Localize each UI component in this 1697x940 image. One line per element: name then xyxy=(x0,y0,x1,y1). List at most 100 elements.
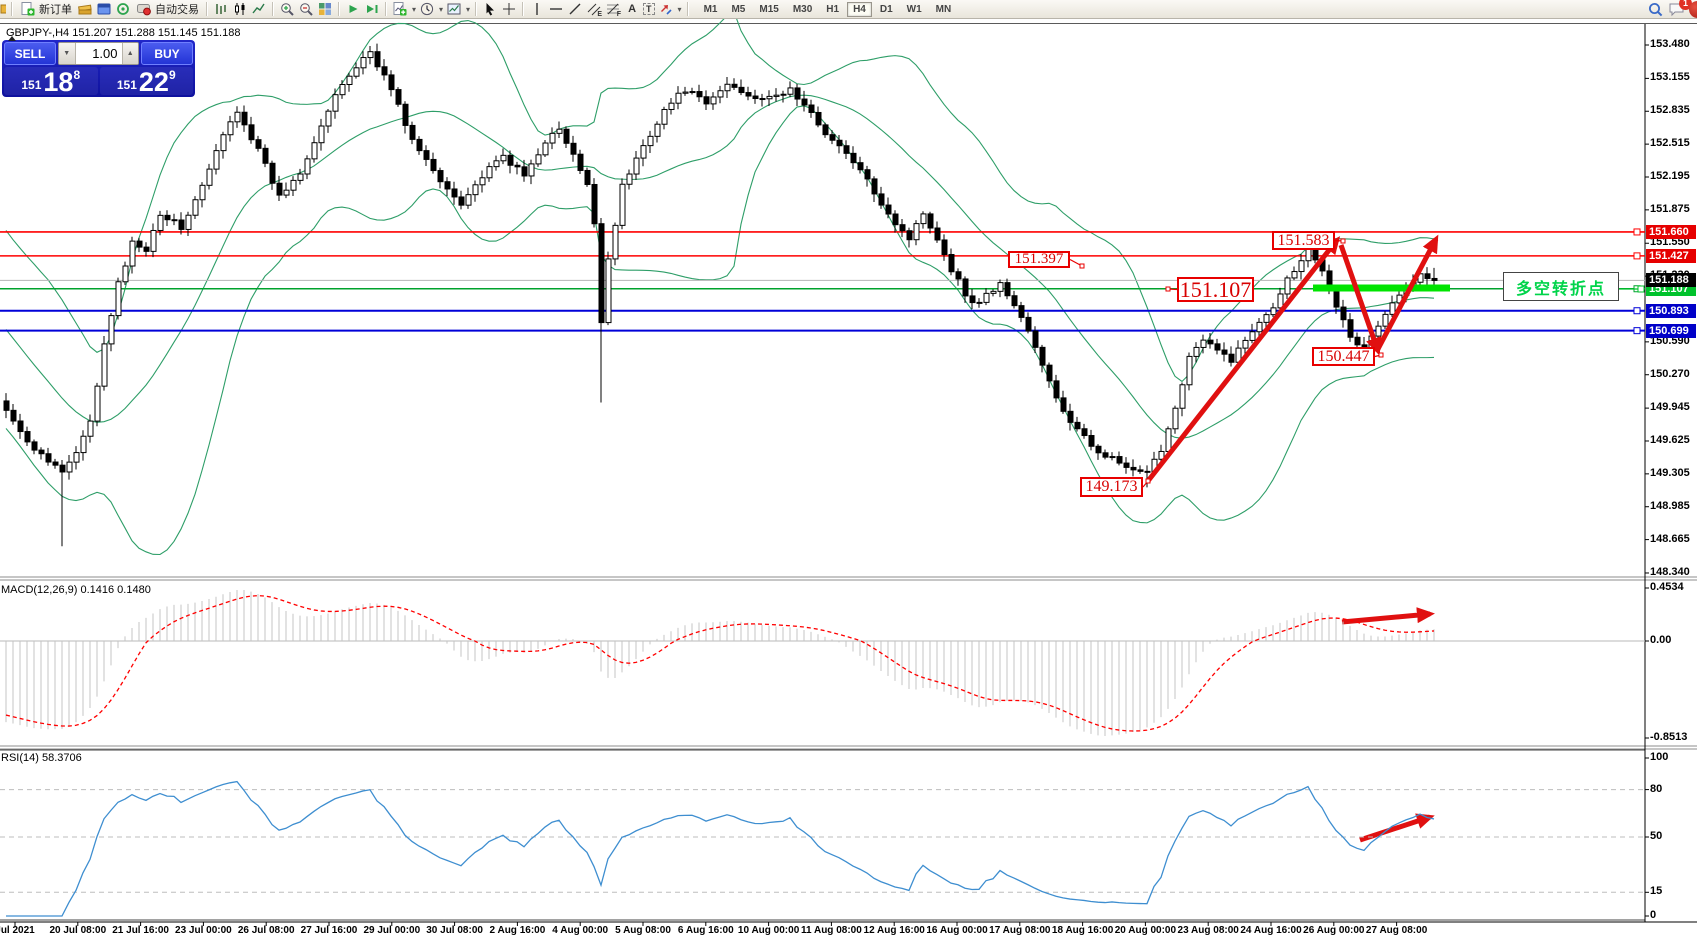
templates-icon[interactable] xyxy=(446,2,462,17)
chart-window-border xyxy=(0,23,1697,24)
panel-collapse-caret[interactable] xyxy=(8,36,16,41)
annotation-anchor[interactable] xyxy=(1145,478,1151,484)
candle xyxy=(724,83,731,92)
price-line-handle-150.699[interactable] xyxy=(1633,327,1641,335)
zoom-in-icon[interactable] xyxy=(279,2,295,17)
candle xyxy=(234,111,241,123)
volume-input[interactable] xyxy=(75,43,122,64)
timeframe-m15[interactable]: M15 xyxy=(759,3,779,15)
templates-dropdown-caret[interactable]: ▾ xyxy=(466,4,471,14)
horizontal-line-tool-icon[interactable] xyxy=(548,2,564,17)
turning-point-label[interactable]: 多空转折点 xyxy=(1503,272,1619,301)
volume-decrease-button[interactable]: ▼ xyxy=(59,43,76,64)
price-annotation-151.583[interactable]: 151.583 xyxy=(1272,231,1335,250)
price-line-handle-151.427[interactable] xyxy=(1633,252,1641,260)
buy-button[interactable]: BUY xyxy=(141,42,193,65)
volume-spinner: ▼ ▲ xyxy=(58,42,139,65)
candle xyxy=(738,86,745,94)
candle xyxy=(696,91,703,98)
candle xyxy=(822,124,829,136)
trendline-tool-icon[interactable] xyxy=(567,2,583,17)
search-icon[interactable] xyxy=(1647,2,1663,17)
timeframe-m1[interactable]: M1 xyxy=(703,3,718,15)
vertical-line-tool-icon[interactable] xyxy=(529,2,545,17)
candle xyxy=(1074,421,1081,430)
cursor-tool-icon[interactable] xyxy=(482,2,498,17)
candle xyxy=(766,95,773,100)
data-window-icon[interactable] xyxy=(96,2,112,17)
cut-icon-left[interactable] xyxy=(0,2,6,17)
volume-increase-button[interactable]: ▲ xyxy=(121,43,138,64)
arrows-dropdown-caret[interactable]: ▾ xyxy=(677,4,682,14)
channel-tool-icon[interactable]: E xyxy=(586,2,602,18)
timeframe-d1[interactable]: D1 xyxy=(879,3,893,15)
y-tick-label: 151.550 xyxy=(1650,236,1690,249)
signal-icon[interactable] xyxy=(115,2,131,17)
new-order-button[interactable]: 新订单 xyxy=(18,1,74,17)
price-annotation-150.447[interactable]: 150.447 xyxy=(1312,347,1375,366)
trend-arrow-1[interactable] xyxy=(1146,236,1341,483)
macd-arrow[interactable] xyxy=(1341,607,1435,625)
annotation-anchor[interactable] xyxy=(1340,238,1346,244)
x-axis-label: Jul 2021 xyxy=(0,925,35,936)
timeframe-mn[interactable]: MN xyxy=(935,3,952,15)
candle xyxy=(857,162,864,171)
line-chart-type-icon[interactable] xyxy=(251,2,267,17)
candle xyxy=(752,95,759,100)
crosshair-tool-icon[interactable] xyxy=(501,2,517,17)
label-tool-icon[interactable]: T xyxy=(643,3,655,15)
annotation-anchor[interactable] xyxy=(1079,263,1085,269)
annotation-anchor[interactable] xyxy=(1165,286,1171,292)
turning-point-bar[interactable] xyxy=(1313,284,1450,292)
candle xyxy=(1228,353,1235,363)
candlestick-type-icon[interactable] xyxy=(232,2,248,17)
bar-chart-type-icon[interactable] xyxy=(213,2,229,17)
candle xyxy=(3,400,10,411)
price-annotation-151.397[interactable]: 151.397 xyxy=(1008,251,1070,268)
price-annotation-151.107[interactable]: 151.107 xyxy=(1177,277,1254,302)
periods-clock-icon[interactable] xyxy=(419,2,435,17)
text-tool-icon[interactable]: A xyxy=(628,3,637,15)
candles-group xyxy=(3,43,1438,547)
alert-icon-partial[interactable] xyxy=(1689,1,1697,18)
auto-scroll-icon[interactable] xyxy=(345,2,361,17)
sell-price-display[interactable]: 151 18 8 xyxy=(4,67,98,96)
fibonacci-tool-icon[interactable]: F xyxy=(605,2,621,18)
timeframe-w1[interactable]: W1 xyxy=(906,3,922,15)
autotrade-button[interactable]: 自动交易 xyxy=(134,1,201,17)
timeframe-h1[interactable]: H1 xyxy=(826,3,840,15)
timeframe-m30[interactable]: M30 xyxy=(792,3,813,15)
timeframe-h4[interactable]: H4 xyxy=(847,1,872,17)
candle xyxy=(66,461,73,473)
buy-price-display[interactable]: 151 22 9 xyxy=(99,67,193,96)
candle xyxy=(542,142,549,156)
candle xyxy=(682,91,689,94)
price-line-handle-150.893[interactable] xyxy=(1633,307,1641,315)
indicators-icon[interactable] xyxy=(392,2,408,17)
periods-dropdown-caret[interactable]: ▾ xyxy=(439,4,444,14)
x-axis-label: 18 Aug 16:00 xyxy=(1051,925,1114,936)
price-line-handle-151.660[interactable] xyxy=(1633,228,1641,236)
macd-signal-line xyxy=(5,595,1435,732)
arrows-tool-icon[interactable] xyxy=(658,2,674,17)
chart-shift-icon[interactable] xyxy=(364,2,380,17)
candle xyxy=(80,435,87,454)
rsi-arrow[interactable] xyxy=(1359,813,1435,843)
trend-arrow-3[interactable] xyxy=(1375,234,1439,351)
timeframe-m5[interactable]: M5 xyxy=(731,3,746,15)
turning-point-handle[interactable] xyxy=(1637,285,1645,293)
trend-arrow-2[interactable] xyxy=(1338,244,1382,356)
candle xyxy=(731,83,738,88)
chat-icon[interactable]: 1 xyxy=(1669,0,1692,17)
bid-price-box: 151.188 xyxy=(1646,273,1696,288)
notification-badge: 1 xyxy=(1679,0,1692,10)
tile-windows-icon[interactable] xyxy=(317,2,333,17)
timeframe-bar: M1 M5 M15 M30 H1 H4 D1 W1 MN xyxy=(698,1,958,17)
market-watch-icon[interactable] xyxy=(77,2,93,17)
indicators-dropdown-caret[interactable]: ▾ xyxy=(412,4,417,14)
zoom-out-icon[interactable] xyxy=(298,2,314,17)
annotation-anchor[interactable] xyxy=(1378,352,1384,358)
price-annotation-149.173[interactable]: 149.173 xyxy=(1080,477,1143,497)
sell-button[interactable]: SELL xyxy=(4,42,56,65)
